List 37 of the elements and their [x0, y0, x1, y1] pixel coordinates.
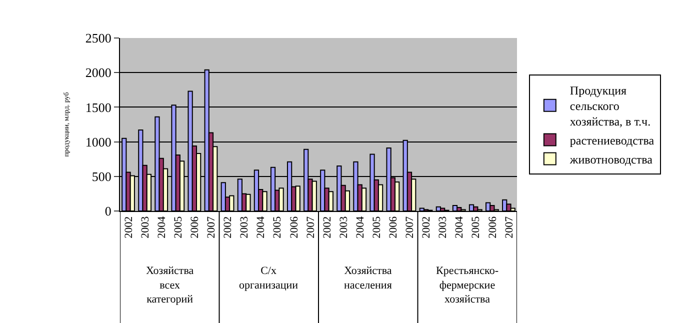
x-tick-label: 2006 [486, 216, 499, 238]
x-tick-label: 2007 [503, 216, 516, 238]
x-tick-label: 2002 [122, 216, 135, 238]
x-tick-label: 2006 [388, 216, 400, 238]
x-tick-label: 2003 [338, 216, 350, 238]
x-tick-label: 2004 [255, 216, 268, 238]
x-tick-label: 2002 [321, 216, 334, 238]
x-tick-label: 2007 [304, 216, 317, 238]
x-tick-label: 2005 [272, 216, 284, 238]
legend-label: Продукция сельского хозяйства, в т.ч. [570, 83, 651, 129]
x-tick-label: 2002 [222, 216, 234, 238]
x-tick-label: 2007 [206, 216, 218, 238]
text: Крестьянско- фермерские хозяйства [436, 265, 499, 306]
legend-label: растениеводства [570, 133, 655, 148]
x-tick-label: 2006 [288, 216, 300, 238]
y-tick-label: 500 [92, 168, 112, 184]
y-tick-label: 2500 [85, 30, 112, 46]
x-tick-label: 2003 [437, 216, 450, 238]
text: Хозяйства населения [344, 265, 392, 292]
legend-label: животноводства [568, 152, 654, 166]
x-tick-label: 2004 [156, 216, 168, 238]
x-tick-label: 2003 [238, 216, 251, 238]
x-tick-label: 2005 [172, 216, 184, 238]
y-tick-label: 0 [104, 204, 112, 219]
y-tick-label: 1500 [85, 100, 112, 115]
x-tick-label: 2004 [354, 216, 366, 238]
x-tick-label: 2003 [139, 216, 152, 238]
x-tick-label: 2005 [370, 216, 383, 238]
y-tick-label: 2000 [85, 65, 112, 80]
x-tick-label: 2002 [420, 216, 433, 238]
y-tick-label: 1000 [85, 134, 112, 150]
x-tick-label: 2005 [470, 216, 482, 238]
x-tick-label: 2006 [189, 216, 202, 238]
text: Хозяйства всех категорий [146, 265, 194, 306]
x-tick-label: 2004 [454, 216, 466, 238]
text: С/х организации [239, 265, 298, 292]
x-tick-label: 2007 [404, 216, 416, 238]
